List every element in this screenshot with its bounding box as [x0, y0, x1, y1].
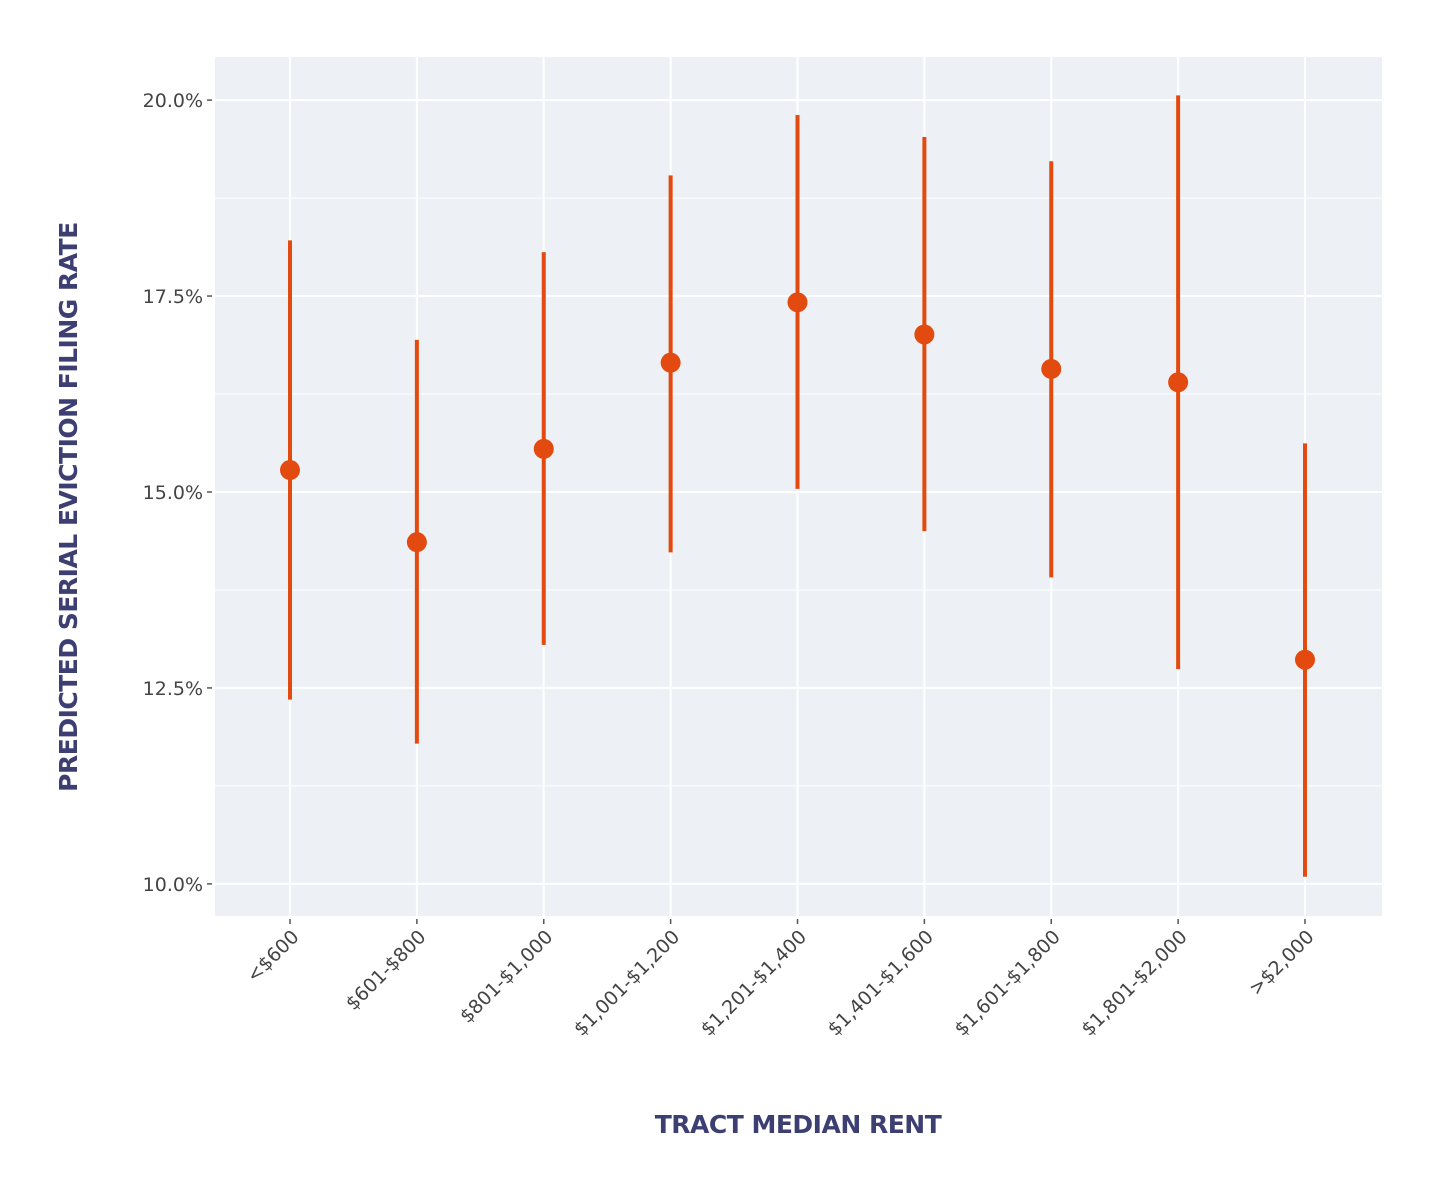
data-point: [914, 324, 935, 345]
x-tick-label: $1,401-$1,600: [823, 926, 937, 1040]
y-tick-label: 12.5%: [143, 678, 203, 700]
x-tick-label: <$600: [243, 926, 304, 987]
data-point: [533, 438, 554, 459]
y-tick-label: 15.0%: [143, 482, 203, 504]
data-point: [280, 460, 300, 481]
x-axis-ticks: <$600 $601-$800 $801-$1,000 $1,001-$1,200 $1…: [243, 919, 1319, 1040]
y-tick-label: 10.0%: [143, 874, 203, 896]
x-tick-label: $601-$800: [342, 926, 431, 1015]
x-tick-label: $1,801-$2,000: [1077, 926, 1191, 1040]
data-point: [660, 352, 681, 373]
data-marks: [280, 95, 1315, 877]
x-tick-label: $1,001-$1,200: [570, 926, 684, 1040]
x-tick-label: $801-$1,000: [456, 926, 558, 1028]
data-point: [1041, 358, 1062, 379]
y-axis-label: PREDICTED SERIAL EVICTION FILING RATE: [54, 222, 83, 792]
data-point: [406, 532, 427, 553]
data-point: [1168, 372, 1189, 393]
y-axis-ticks: 10.0% 12.5% 15.0% 17.5% 20.0%: [143, 90, 212, 896]
y-tick-label: 20.0%: [143, 90, 203, 112]
y-tick-label: 17.5%: [143, 286, 203, 308]
x-tick-label: $1,601-$1,800: [950, 926, 1064, 1040]
data-point: [787, 292, 808, 313]
x-tick-label: $1,201-$1,400: [697, 926, 811, 1040]
x-axis-label: TRACT MEDIAN RENT: [655, 1110, 942, 1139]
data-point: [1295, 649, 1315, 670]
x-tick-label: >$2,000: [1245, 926, 1319, 1000]
